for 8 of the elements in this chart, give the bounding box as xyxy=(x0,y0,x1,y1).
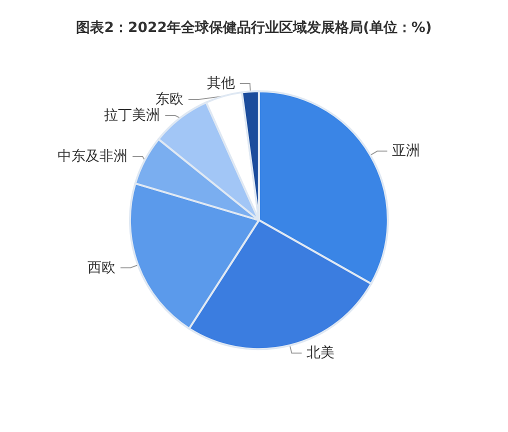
slice-label: 中东及非洲 xyxy=(58,148,128,164)
slice-label: 北美 xyxy=(306,345,335,362)
slice-label: 东欧 xyxy=(155,92,184,108)
slice-label: 拉丁美洲 xyxy=(104,108,160,124)
slice-label: 西欧 xyxy=(88,260,116,276)
slice-label: 其他 xyxy=(206,76,235,92)
slice-label: 亚洲 xyxy=(392,143,420,160)
chart-title: 图表2：2022年全球保健品行业区域发展格局(单位：%) xyxy=(76,20,432,36)
